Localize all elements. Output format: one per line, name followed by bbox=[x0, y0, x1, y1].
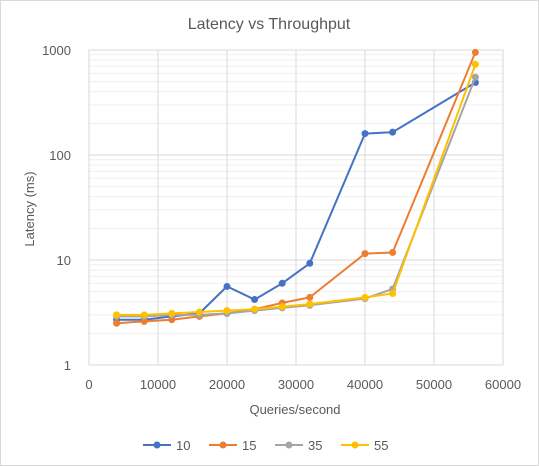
y-tick-label: 100 bbox=[49, 148, 71, 163]
y-tick-labels: 1 10 100 1000 bbox=[42, 43, 71, 373]
data-point-10 bbox=[223, 282, 231, 290]
legend-label: 15 bbox=[242, 438, 256, 453]
legend-marker bbox=[285, 441, 293, 449]
legend-item-15: 15 bbox=[209, 438, 256, 453]
data-point-10 bbox=[389, 128, 397, 136]
x-tick-labels: 0 10000 20000 30000 40000 50000 60000 bbox=[85, 377, 521, 392]
y-axis-label: Latency (ms) bbox=[22, 171, 37, 246]
data-point-10 bbox=[251, 296, 259, 304]
legend-item-10: 10 bbox=[143, 438, 190, 453]
legend-label: 35 bbox=[308, 438, 322, 453]
data-point-55 bbox=[113, 311, 121, 319]
x-tick-label: 50000 bbox=[416, 377, 452, 392]
data-point-55 bbox=[251, 305, 259, 313]
legend-item-55: 55 bbox=[341, 438, 388, 453]
series-layer bbox=[113, 48, 479, 327]
y-tick-label: 1 bbox=[64, 358, 71, 373]
data-point-15 bbox=[140, 317, 148, 325]
legend-item-35: 35 bbox=[275, 438, 322, 453]
y-tick-label: 1000 bbox=[42, 43, 71, 58]
data-point-55 bbox=[168, 309, 176, 317]
data-point-15 bbox=[361, 250, 369, 258]
chart-title: Latency vs Throughput bbox=[188, 16, 351, 33]
legend-marker bbox=[351, 441, 359, 449]
legend-marker bbox=[219, 441, 227, 449]
data-point-55 bbox=[223, 307, 231, 315]
data-point-15 bbox=[471, 48, 479, 56]
data-point-55 bbox=[140, 311, 148, 319]
data-point-55 bbox=[389, 289, 397, 297]
data-point-55 bbox=[306, 300, 314, 308]
data-point-10 bbox=[361, 130, 369, 138]
data-point-10 bbox=[278, 279, 286, 287]
data-point-55 bbox=[195, 308, 203, 316]
x-tick-label: 0 bbox=[85, 377, 92, 392]
data-point-55 bbox=[278, 303, 286, 311]
legend-marker bbox=[153, 441, 161, 449]
data-point-15 bbox=[389, 248, 397, 256]
x-tick-label: 30000 bbox=[278, 377, 314, 392]
x-axis-label: Queries/second bbox=[249, 402, 340, 417]
data-point-10 bbox=[306, 259, 314, 267]
plot-area bbox=[88, 49, 504, 366]
plot-border bbox=[88, 49, 504, 366]
grid bbox=[88, 49, 504, 366]
series-55 bbox=[113, 60, 479, 319]
legend-label: 10 bbox=[176, 438, 190, 453]
x-tick-label: 10000 bbox=[140, 377, 176, 392]
data-point-15 bbox=[168, 316, 176, 324]
x-tick-label: 60000 bbox=[485, 377, 521, 392]
x-tick-label: 20000 bbox=[209, 377, 245, 392]
x-tick-label: 40000 bbox=[347, 377, 383, 392]
data-point-55 bbox=[361, 293, 369, 301]
y-tick-label: 10 bbox=[57, 253, 71, 268]
data-point-55 bbox=[471, 60, 479, 68]
legend: 10 15 35 55 bbox=[143, 438, 388, 453]
data-point-35 bbox=[471, 73, 479, 81]
legend-label: 55 bbox=[374, 438, 388, 453]
data-point-15 bbox=[113, 319, 121, 327]
data-point-15 bbox=[306, 293, 314, 301]
